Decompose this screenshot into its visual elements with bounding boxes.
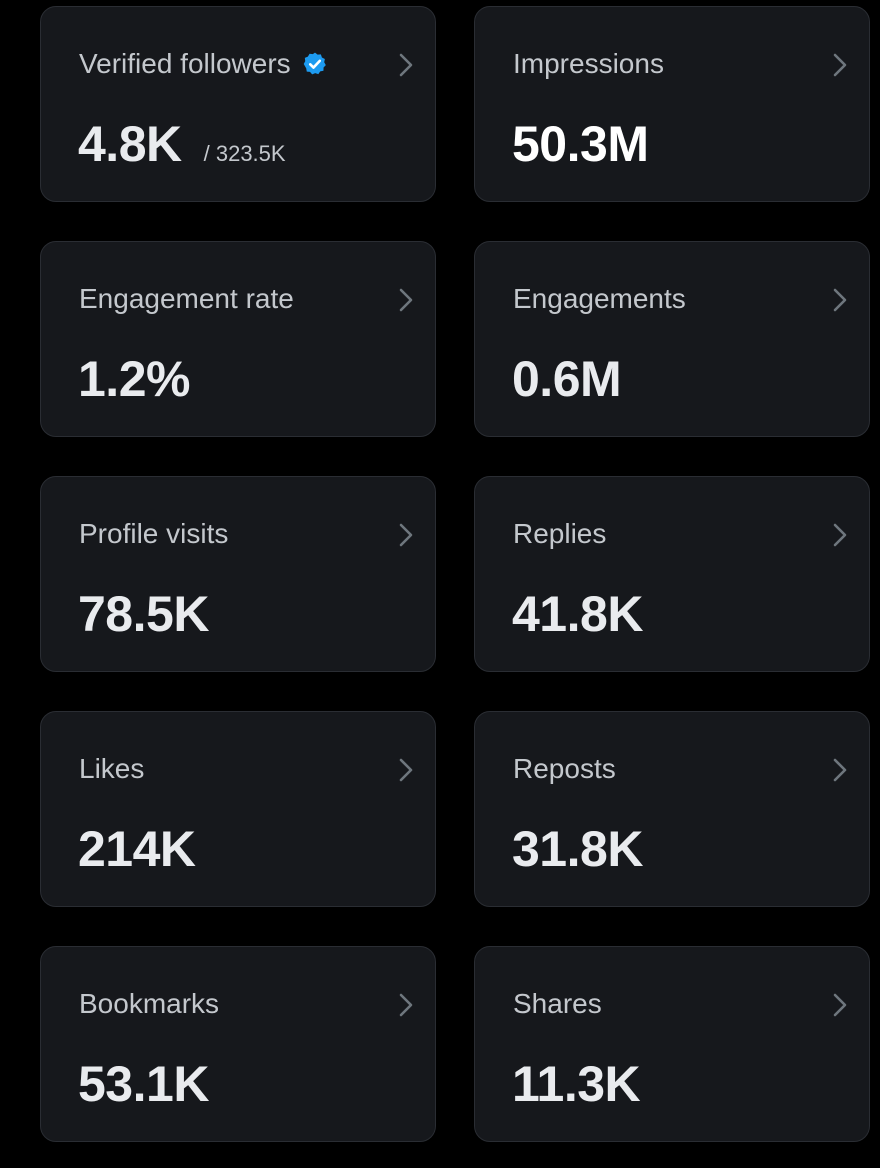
metric-label: Impressions [513, 48, 664, 79]
chevron-right-icon [399, 288, 413, 312]
metric-label: Shares [513, 988, 602, 1019]
metric-label: Bookmarks [79, 988, 220, 1019]
chevron-right-icon [399, 523, 413, 547]
metric-value: 41.8K [512, 586, 643, 642]
chevron-right-icon [833, 758, 847, 782]
metric-card-likes[interactable]: Likes 214K [40, 711, 436, 907]
metric-value: 1.2% [78, 351, 190, 407]
metric-label: Likes [79, 753, 145, 784]
metric-label: Engagement rate [79, 283, 294, 314]
chevron-right-icon [833, 53, 847, 77]
metric-value: 53.1K [78, 1056, 209, 1112]
metric-card-impressions[interactable]: Impressions 50.3M [474, 6, 870, 202]
metric-card-engagements[interactable]: Engagements 0.6M [474, 241, 870, 437]
metric-value: 78.5K [78, 586, 209, 642]
metric-value-text: 4.8K [78, 116, 182, 172]
chevron-right-icon [399, 758, 413, 782]
metric-label-text: Verified followers [79, 48, 291, 79]
chevron-right-icon [833, 523, 847, 547]
metrics-grid: Verified followers 4.8K / 323.5K Impressi… [40, 6, 870, 1142]
chevron-right-icon [399, 53, 413, 77]
metric-card-profile-visits[interactable]: Profile visits 78.5K [40, 476, 436, 672]
metric-card-reposts[interactable]: Reposts 31.8K [474, 711, 870, 907]
metric-label: Reposts [513, 753, 616, 784]
metric-label: Replies [513, 518, 607, 549]
metric-value: 11.3K [512, 1056, 641, 1112]
verified-badge-icon [303, 52, 326, 75]
metric-label: Engagements [513, 283, 686, 314]
metric-value: 214K [78, 821, 196, 877]
chevron-right-icon [399, 993, 413, 1017]
metric-value: 0.6M [512, 351, 622, 407]
metric-label: Profile visits [79, 518, 229, 549]
metric-card-verified-followers[interactable]: Verified followers 4.8K / 323.5K [40, 6, 436, 202]
metric-card-bookmarks[interactable]: Bookmarks 53.1K [40, 946, 436, 1142]
chevron-right-icon [833, 993, 847, 1017]
metric-value: 4.8K / 323.5K [78, 115, 286, 183]
metric-card-engagement-rate[interactable]: Engagement rate 1.2% [40, 241, 436, 437]
chevron-right-icon [833, 288, 847, 312]
metric-value: 31.8K [512, 821, 643, 877]
metric-card-replies[interactable]: Replies 41.8K [474, 476, 870, 672]
metric-total: / 323.5K [203, 141, 286, 166]
metric-value: 50.3M [512, 116, 649, 172]
metric-label: Verified followers [79, 47, 328, 81]
metric-card-shares[interactable]: Shares 11.3K [474, 946, 870, 1142]
